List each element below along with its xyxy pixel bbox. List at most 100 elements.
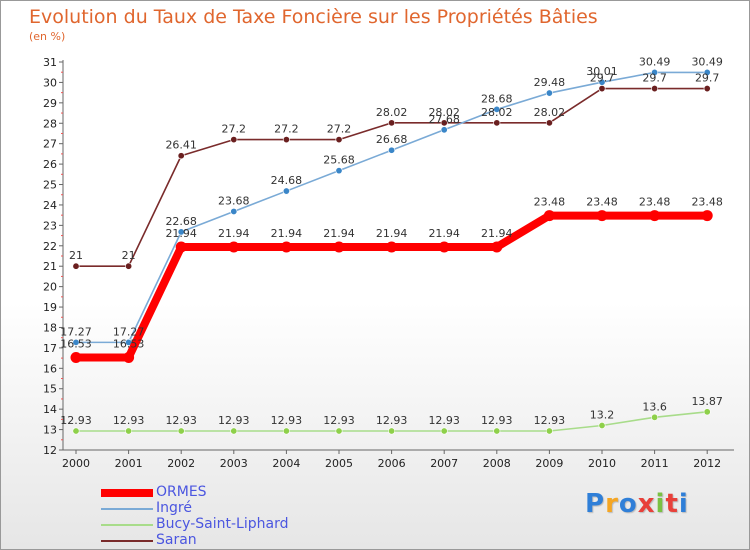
data-point-bucy-saint-liphard	[177, 427, 185, 435]
data-label: 21.94	[376, 227, 408, 240]
y-axis-unit-label: (en %)	[29, 30, 66, 43]
data-label: 12.93	[271, 414, 303, 427]
data-label: 29.7	[642, 72, 667, 85]
data-point-saran	[703, 85, 711, 93]
data-point-ormes	[228, 241, 240, 253]
data-point-saran	[651, 85, 659, 93]
data-point-ingr-	[545, 89, 553, 97]
data-label: 21.94	[428, 227, 460, 240]
x-tick-label: 2010	[588, 457, 616, 470]
data-point-bucy-saint-liphard	[703, 408, 711, 416]
data-label: 27.68	[428, 113, 460, 126]
data-point-saran	[493, 119, 501, 127]
legend-swatch-saran	[101, 540, 153, 542]
legend: ORMES Ingré Bucy-Saint-Liphard Saran	[101, 484, 401, 549]
data-point-bucy-saint-liphard	[545, 427, 553, 435]
data-point-ingr-	[493, 105, 501, 113]
data-point-ormes	[333, 241, 345, 253]
data-point-bucy-saint-liphard	[388, 427, 396, 435]
logo-letter: i	[678, 489, 689, 519]
logo-letter: P	[585, 489, 606, 519]
data-label: 13.87	[691, 395, 723, 408]
data-point-ingr-	[598, 78, 606, 86]
y-tick-label: 21	[43, 260, 57, 273]
data-label: 12.93	[376, 414, 408, 427]
data-point-ingr-	[335, 167, 343, 175]
data-label: 12.93	[113, 414, 145, 427]
x-tick-label: 2009	[535, 457, 563, 470]
logo-letter: o	[618, 489, 638, 519]
data-label: 21	[69, 249, 83, 262]
legend-label-ormes: ORMES	[156, 484, 207, 500]
y-tick-label: 31	[43, 56, 57, 69]
data-point-ormes	[649, 210, 661, 222]
data-labels-ormes: 16.53 16.53 21.94 21.94 21.94 21.94 21.94 21.94…	[60, 196, 723, 351]
data-point-bucy-saint-liphard	[598, 421, 606, 429]
data-label: 13.6	[642, 400, 667, 413]
x-tick-label: 2004	[272, 457, 300, 470]
legend-item-ingr-: Ingré	[101, 500, 401, 517]
data-label: 25.68	[323, 154, 355, 167]
data-labels-ingr-: 17.27 17.27 22.68 23.68 24.68 25.68 26.68 27.68…	[60, 55, 723, 338]
y-tick-label: 27	[43, 138, 57, 151]
data-label: 29.7	[695, 72, 720, 85]
data-label: 13.2	[590, 408, 615, 421]
data-point-bucy-saint-liphard	[72, 427, 80, 435]
data-point-saran	[282, 136, 290, 144]
data-point-ormes	[386, 241, 398, 253]
x-tick-label: 2005	[325, 457, 353, 470]
data-point-ormes	[596, 210, 608, 222]
logo-letter: r	[605, 489, 619, 519]
data-label: 27.2	[222, 123, 247, 136]
legend-item-saran: Saran	[101, 532, 401, 549]
data-label: 28.02	[481, 106, 513, 119]
data-point-ingr-	[282, 187, 290, 195]
data-label: 23.68	[218, 194, 250, 207]
data-point-saran	[177, 152, 185, 160]
data-point-bucy-saint-liphard	[440, 427, 448, 435]
data-label: 16.53	[113, 337, 145, 350]
chart-title: Evolution du Taux de Taxe Foncière sur l…	[29, 6, 598, 28]
data-point-saran	[388, 119, 396, 127]
x-tick-label: 2012	[693, 457, 721, 470]
x-tick-label: 2002	[167, 457, 195, 470]
data-point-ormes	[491, 241, 503, 253]
data-label: 29.7	[590, 72, 615, 85]
data-label: 28.02	[428, 106, 460, 119]
data-label: 12.93	[60, 414, 92, 427]
x-tick-label: 2007	[430, 457, 458, 470]
y-tick-label: 14	[43, 403, 57, 416]
y-tick-label: 30	[43, 76, 57, 89]
data-label: 12.93	[218, 414, 250, 427]
data-label: 12.93	[534, 414, 566, 427]
data-point-saran	[545, 119, 553, 127]
data-point-saran	[72, 262, 80, 270]
data-label: 29.48	[534, 76, 566, 89]
logo-letter: t	[665, 489, 679, 519]
data-label: 21	[122, 249, 136, 262]
data-label: 12.93	[165, 414, 197, 427]
series-ormes	[70, 210, 713, 363]
data-label: 12.93	[323, 414, 355, 427]
data-point-ormes	[280, 241, 292, 253]
y-tick-label: 20	[43, 281, 57, 294]
data-label: 26.68	[376, 133, 408, 146]
data-label: 21.94	[218, 227, 250, 240]
data-label: 28.02	[376, 106, 408, 119]
legend-label-ingr-: Ingré	[156, 500, 192, 516]
y-tick-label: 29	[43, 97, 57, 110]
y-tick-label: 19	[43, 301, 57, 314]
data-point-saran	[125, 262, 133, 270]
x-tick-label: 2001	[115, 457, 143, 470]
x-tick-label: 2006	[378, 457, 406, 470]
legend-swatch-ingr-	[101, 508, 153, 510]
data-point-ormes	[70, 351, 82, 363]
data-point-bucy-saint-liphard	[651, 413, 659, 421]
data-point-ingr-	[440, 126, 448, 134]
data-label: 30.49	[691, 55, 723, 68]
y-tick-label: 22	[43, 240, 57, 253]
y-tick-label: 12	[43, 444, 57, 457]
legend-item-bucy-saint-liphard: Bucy-Saint-Liphard	[101, 516, 401, 533]
